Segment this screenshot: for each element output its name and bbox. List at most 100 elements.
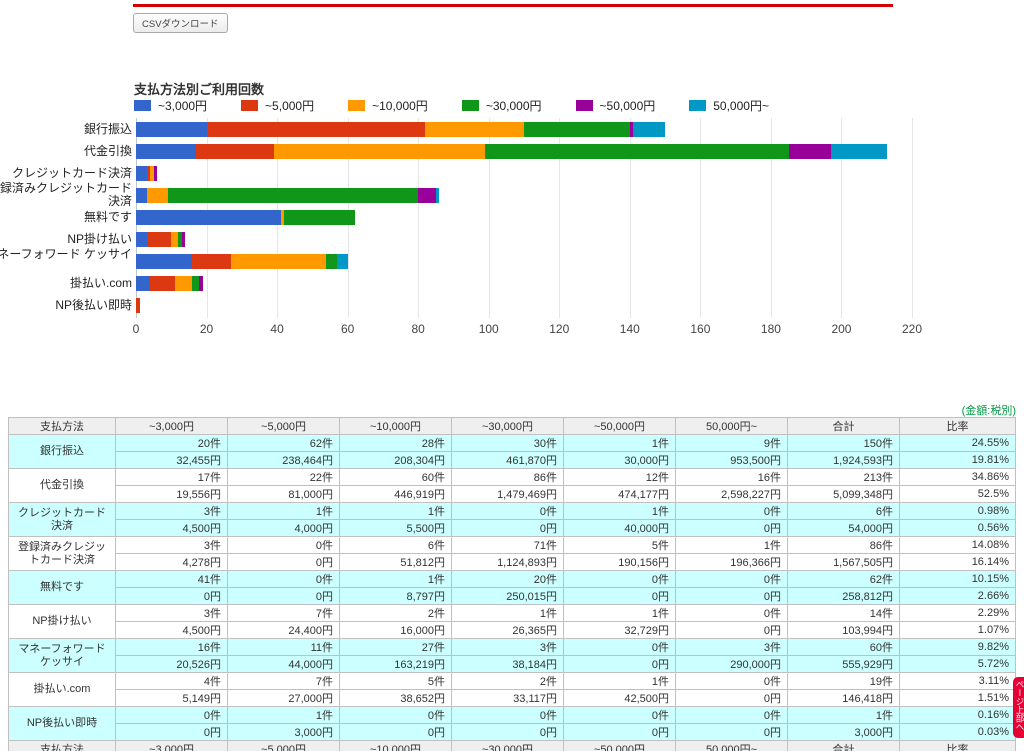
amount-cell: 474,177円 (563, 485, 676, 503)
amount-cell: 953,500円 (675, 451, 788, 469)
bar-segment[interactable] (146, 232, 172, 247)
bar-segment[interactable] (633, 122, 666, 137)
bar-segment[interactable] (136, 276, 151, 291)
table-row: 無料です 41件 0件 1件 20件 0件 0件 62件 10.15% (8, 570, 1016, 605)
bar-segment[interactable] (150, 276, 175, 291)
y-axis-label: NP掛け払い (67, 232, 132, 246)
back-to-top-ribbon[interactable]: ページ上部へ (1013, 677, 1024, 738)
bar-segment[interactable] (485, 144, 789, 159)
bar-segment[interactable] (284, 210, 355, 225)
count-cell: 1件 (227, 502, 340, 520)
bar-segment[interactable] (136, 122, 207, 137)
legend-label: ~50,000円 (599, 99, 656, 113)
bar-4 (136, 188, 440, 203)
x-tick-label: 20 (199, 322, 214, 336)
count-total-cell: 60件 (787, 638, 900, 656)
column-header: 比率 (899, 740, 1016, 751)
count-cell: 1件 (563, 434, 676, 452)
chart-plot-area (136, 118, 913, 318)
count-cell: 1件 (451, 604, 564, 622)
bar-segment[interactable] (199, 276, 203, 291)
bar-segment[interactable] (418, 188, 436, 203)
bar-segment[interactable] (231, 254, 327, 269)
bar-segment[interactable] (167, 188, 419, 203)
amount-cell: 0円 (675, 723, 788, 741)
bar-segment[interactable] (629, 122, 634, 137)
bar-segment[interactable] (136, 210, 281, 225)
count-cell: 86件 (451, 468, 564, 486)
bar-segment[interactable] (146, 166, 151, 181)
bar-segment[interactable] (523, 122, 630, 137)
bar-segment[interactable] (136, 254, 193, 269)
bar-segment[interactable] (192, 276, 200, 291)
table-row: 4,500円 24,400円 16,000円 26,365円 32,729円 0円 103,… (9, 621, 1016, 639)
count-cell: 20件 (451, 570, 564, 588)
count-total-cell: 14件 (787, 604, 900, 622)
bar-segment[interactable] (830, 144, 888, 159)
count-cell: 28件 (339, 434, 452, 452)
bar-segment[interactable] (273, 144, 486, 159)
bar-segment[interactable] (178, 232, 182, 247)
bar-segment[interactable] (150, 166, 154, 181)
amount-cell: 38,652円 (339, 689, 452, 707)
amount-total-cell: 1,567,505円 (787, 553, 900, 571)
table-row: マネーフォワード ケッサイ 16件 11件 27件 3件 0件 3件 60件 9.82% (8, 638, 1016, 673)
amount-cell: 5,149円 (115, 689, 228, 707)
bar-segment[interactable] (435, 188, 440, 203)
amount-cell: 4,000円 (227, 519, 340, 537)
count-ratio-cell: 24.55% (899, 434, 1016, 452)
amount-cell: 0円 (451, 519, 564, 537)
table-row: 0円 0円 8,797円 250,015円 0円 0円 258,812円 2.66% (9, 587, 1016, 605)
bar-segment[interactable] (326, 254, 338, 269)
bar-segment[interactable] (136, 298, 140, 313)
amount-ratio-cell: 1.07% (899, 621, 1016, 639)
count-cell: 4件 (115, 672, 228, 690)
legend-item: ~5,000円 (241, 97, 314, 114)
count-cell: 3件 (675, 638, 788, 656)
bar-segment[interactable] (146, 188, 168, 203)
bar-segment[interactable] (195, 144, 274, 159)
bar-segment[interactable] (181, 232, 186, 247)
bar-segment[interactable] (788, 144, 831, 159)
x-tick-label: 220 (901, 322, 923, 336)
amount-cell: 2,598,227円 (675, 485, 788, 503)
amount-cell: 4,278円 (115, 553, 228, 571)
bar-8 (136, 276, 203, 291)
bar-segment[interactable] (425, 122, 524, 137)
bar-segment[interactable] (192, 254, 232, 269)
payment-method-name: マネーフォワード ケッサイ (8, 638, 116, 673)
column-header: ~3,000円 (115, 740, 228, 751)
bar-segment[interactable] (153, 166, 158, 181)
count-total-cell: 150件 (787, 434, 900, 452)
count-ratio-cell: 2.29% (899, 604, 1016, 622)
column-header: ~30,000円 (451, 417, 564, 435)
bar-segment[interactable] (337, 254, 348, 269)
amount-cell: 0円 (339, 723, 452, 741)
column-header: 比率 (899, 417, 1016, 435)
csv-download-button[interactable]: CSVダウンロード (133, 13, 228, 33)
amount-cell: 0円 (451, 723, 564, 741)
bar-segment[interactable] (136, 166, 147, 181)
bar-segment[interactable] (171, 232, 179, 247)
count-cell: 7件 (227, 672, 340, 690)
count-cell: 11件 (227, 638, 340, 656)
bar-segment[interactable] (206, 122, 426, 137)
count-cell: 2件 (451, 672, 564, 690)
amount-ratio-cell: 0.56% (899, 519, 1016, 537)
column-header: ~5,000円 (227, 740, 340, 751)
amount-cell: 0円 (563, 587, 676, 605)
column-header: ~10,000円 (339, 740, 452, 751)
count-cell: 0件 (675, 604, 788, 622)
count-ratio-cell: 0.98% (899, 502, 1016, 520)
payment-method-table: 支払方法 ~3,000円 ~5,000円 ~10,000円 ~30,000円 ~50,00… (8, 417, 1016, 751)
count-cell: 60件 (339, 468, 452, 486)
count-cell: 0件 (339, 706, 452, 724)
bar-segment[interactable] (136, 232, 147, 247)
bar-segment[interactable] (174, 276, 193, 291)
bar-segment[interactable] (136, 188, 147, 203)
x-tick-label: 40 (270, 322, 284, 336)
amount-total-cell: 146,418円 (787, 689, 900, 707)
bar-segment[interactable] (280, 210, 285, 225)
table-row: 4,278円 0円 51,812円 1,124,893円 190,156円 196,366… (9, 553, 1016, 571)
bar-segment[interactable] (136, 144, 196, 159)
